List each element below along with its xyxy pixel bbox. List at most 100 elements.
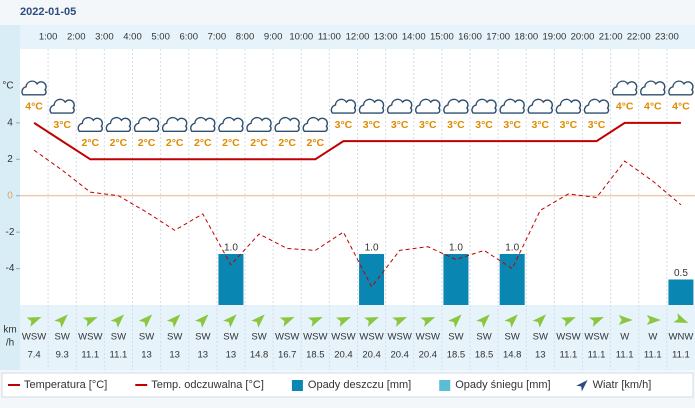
- wind-arrow: [673, 313, 689, 324]
- wind-arrow: [532, 314, 546, 328]
- weather-icon: [499, 98, 525, 114]
- wind-speed: 20.4: [390, 350, 409, 361]
- wind-arrow: [504, 314, 518, 328]
- wind-direction: WSW: [556, 332, 580, 343]
- weather-icon: [302, 116, 329, 132]
- hour-row: [20, 25, 695, 49]
- legend-swatch: [439, 380, 451, 391]
- wind-arrow: [618, 315, 633, 325]
- wind-arrow: [138, 314, 153, 328]
- cloud: [190, 116, 216, 132]
- cloud: [274, 116, 300, 132]
- arrow-shape: [476, 314, 490, 328]
- weather-icon: [246, 116, 272, 132]
- wind-speed: 13: [226, 350, 237, 361]
- precip-bar: [359, 254, 385, 305]
- y-tick-label: 0: [7, 190, 13, 201]
- wind-speed: 18.5: [306, 350, 325, 361]
- arrow-shape: [279, 316, 295, 327]
- y-tick-label: -2: [6, 227, 15, 238]
- arrow-shape: [576, 380, 588, 392]
- arrow-shape: [335, 316, 351, 327]
- wind-direction: SW: [448, 332, 463, 343]
- hour-label: 18:00: [514, 32, 538, 43]
- y-tick-label: 2: [7, 154, 13, 165]
- arrow-shape: [589, 316, 604, 327]
- legend-label: Temp. odczuwalna [°C]: [151, 379, 264, 391]
- wind-direction: SW: [55, 332, 70, 343]
- temperature-label: 3°C: [53, 119, 71, 131]
- temperature-label: 2°C: [307, 137, 325, 149]
- cloud: [133, 116, 160, 132]
- wind-speed: 11.1: [616, 350, 634, 361]
- precip-bar: [499, 254, 525, 305]
- cloud: [358, 98, 385, 114]
- arrow-shape: [138, 314, 153, 328]
- wind-direction: WSW: [78, 332, 102, 343]
- weather-icon: [77, 116, 104, 132]
- arrow-shape: [195, 314, 209, 328]
- wind-arrow: [589, 316, 604, 327]
- wind-direction: SW: [111, 332, 126, 343]
- wind-speed: 11.1: [644, 350, 662, 361]
- arrow-shape: [646, 315, 661, 325]
- feels-like-line: [33, 149, 682, 288]
- cloud: [21, 80, 47, 96]
- hour-label: 3:00: [95, 32, 114, 43]
- wind-speed: 14.8: [250, 350, 269, 361]
- wind-direction: SW: [476, 332, 491, 343]
- arrow-shape: [420, 316, 436, 327]
- hour-label: 13:00: [374, 32, 398, 43]
- weather-icon: [105, 116, 132, 132]
- hour-label: 11:00: [318, 32, 341, 43]
- cloud: [415, 98, 441, 114]
- arrow-shape: [82, 316, 98, 327]
- arrow-shape: [26, 316, 42, 327]
- temperature-label: 2°C: [138, 137, 156, 149]
- legend-swatch: [291, 380, 303, 391]
- wind-direction: WSW: [416, 332, 440, 343]
- wind-speed: 20.4: [419, 350, 438, 361]
- hour-label: 7:00: [208, 32, 227, 43]
- legend-label: Opady deszczu [mm]: [308, 379, 411, 391]
- temperature-label: 3°C: [532, 119, 550, 131]
- wind-speed: 9.3: [56, 350, 69, 361]
- cloud: [583, 98, 610, 114]
- temperature-label: 2°C: [250, 137, 268, 149]
- temperature-label: 2°C: [166, 137, 184, 149]
- hour-label: 1:00: [39, 32, 58, 43]
- temperature-label: 4°C: [616, 101, 634, 113]
- hour-label: 6:00: [180, 32, 199, 43]
- temperature-label: 3°C: [419, 119, 437, 131]
- temperature-label: 2°C: [82, 137, 100, 149]
- legend-label: Temperatura [°C]: [24, 379, 107, 391]
- wind-direction: SW: [251, 332, 266, 343]
- hour-label: 15:00: [430, 32, 454, 43]
- cloud: [443, 98, 469, 114]
- cloud: [386, 98, 413, 114]
- wind-arrow: [646, 315, 661, 325]
- temperature-label: 3°C: [475, 119, 493, 131]
- precip-bar: [218, 254, 244, 305]
- hour-label: 10:00: [289, 32, 313, 43]
- wind-arrow: [110, 314, 125, 328]
- wind-speed: 7.4: [27, 350, 40, 361]
- wind-arrow: [335, 316, 351, 327]
- wind-speed: 18.5: [447, 350, 466, 361]
- wind-arrow: [223, 314, 237, 328]
- cloud: [499, 98, 525, 114]
- arrow-shape: [110, 314, 125, 328]
- wind-direction: WSW: [388, 332, 412, 343]
- wind-arrow: [279, 316, 295, 327]
- wind-speed: 13: [169, 350, 180, 361]
- wind-speed: 13: [198, 350, 209, 361]
- hour-label: 2:00: [67, 32, 86, 43]
- cloud: [668, 80, 694, 96]
- weather-icon: [471, 98, 497, 114]
- weather-icon: [358, 98, 385, 114]
- wind-speed: 20.4: [334, 350, 353, 361]
- wind-direction: WSW: [303, 332, 327, 343]
- arrow-shape: [673, 313, 689, 324]
- wind-arrow: [251, 314, 265, 328]
- precip-label: 0.5: [674, 268, 688, 279]
